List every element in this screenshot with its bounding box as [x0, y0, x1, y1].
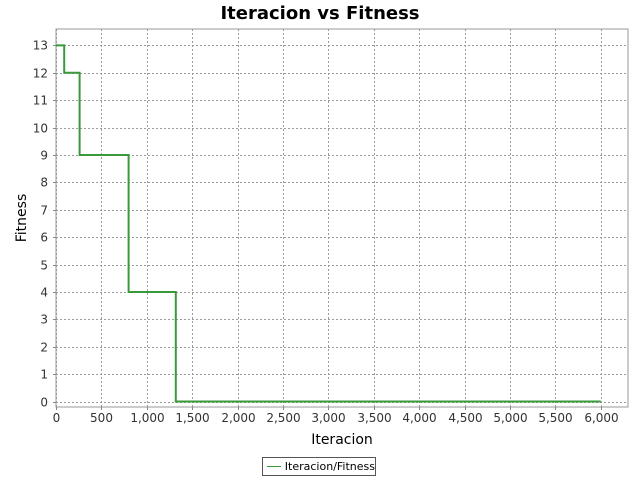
x-tick-label: 6,000	[584, 411, 618, 425]
series-line-iteracion-fitness	[56, 44, 601, 403]
series-layer	[56, 44, 601, 403]
x-tick-label: 2,000	[221, 411, 255, 425]
legend-label: Iteracion/Fitness	[284, 460, 375, 473]
y-tick-label: 2	[40, 341, 48, 355]
x-axis-title: Iteracion	[311, 432, 373, 448]
x-tick-label: 3,000	[311, 411, 345, 425]
x-tick-label: 1,000	[130, 411, 164, 425]
x-tick-label: 500	[90, 411, 113, 425]
x-tick-label: 3,500	[357, 411, 391, 425]
x-tick-label: 2,500	[266, 411, 300, 425]
grid	[56, 29, 628, 407]
x-tick-label: 4,500	[448, 411, 482, 425]
legend-swatch	[267, 466, 281, 467]
y-tick-label: 12	[33, 67, 48, 81]
x-tick-label: 4,000	[402, 411, 436, 425]
y-tick-label: 3	[40, 313, 48, 327]
y-tick-label: 9	[40, 149, 48, 163]
y-tick-label: 1	[40, 368, 48, 382]
y-tick-label: 8	[40, 176, 48, 190]
y-tick-label: 6	[40, 231, 48, 245]
y-tick-label: 13	[33, 39, 48, 53]
plot-area	[55, 28, 629, 408]
x-tick-label: 5,500	[538, 411, 572, 425]
legend: Iteracion/Fitness	[262, 457, 376, 476]
y-tick-label: 4	[40, 286, 48, 300]
x-tick-label: 5,000	[493, 411, 527, 425]
y-tick-label: 11	[33, 94, 48, 108]
y-tick-label: 0	[40, 396, 48, 410]
x-tick-label: 1,500	[175, 411, 209, 425]
x-tick-label: 0	[53, 411, 61, 425]
y-axis-title: Fitness	[14, 194, 30, 243]
y-tick-label: 7	[40, 204, 48, 218]
y-tick-label: 10	[33, 122, 48, 136]
axes: 0 500 1,000 1,500 2,000 2,500 3,000 3,500 4,000 4…	[33, 39, 619, 426]
chart-title: Iteracion vs Fitness	[220, 3, 420, 24]
y-tick-label: 5	[40, 259, 48, 273]
